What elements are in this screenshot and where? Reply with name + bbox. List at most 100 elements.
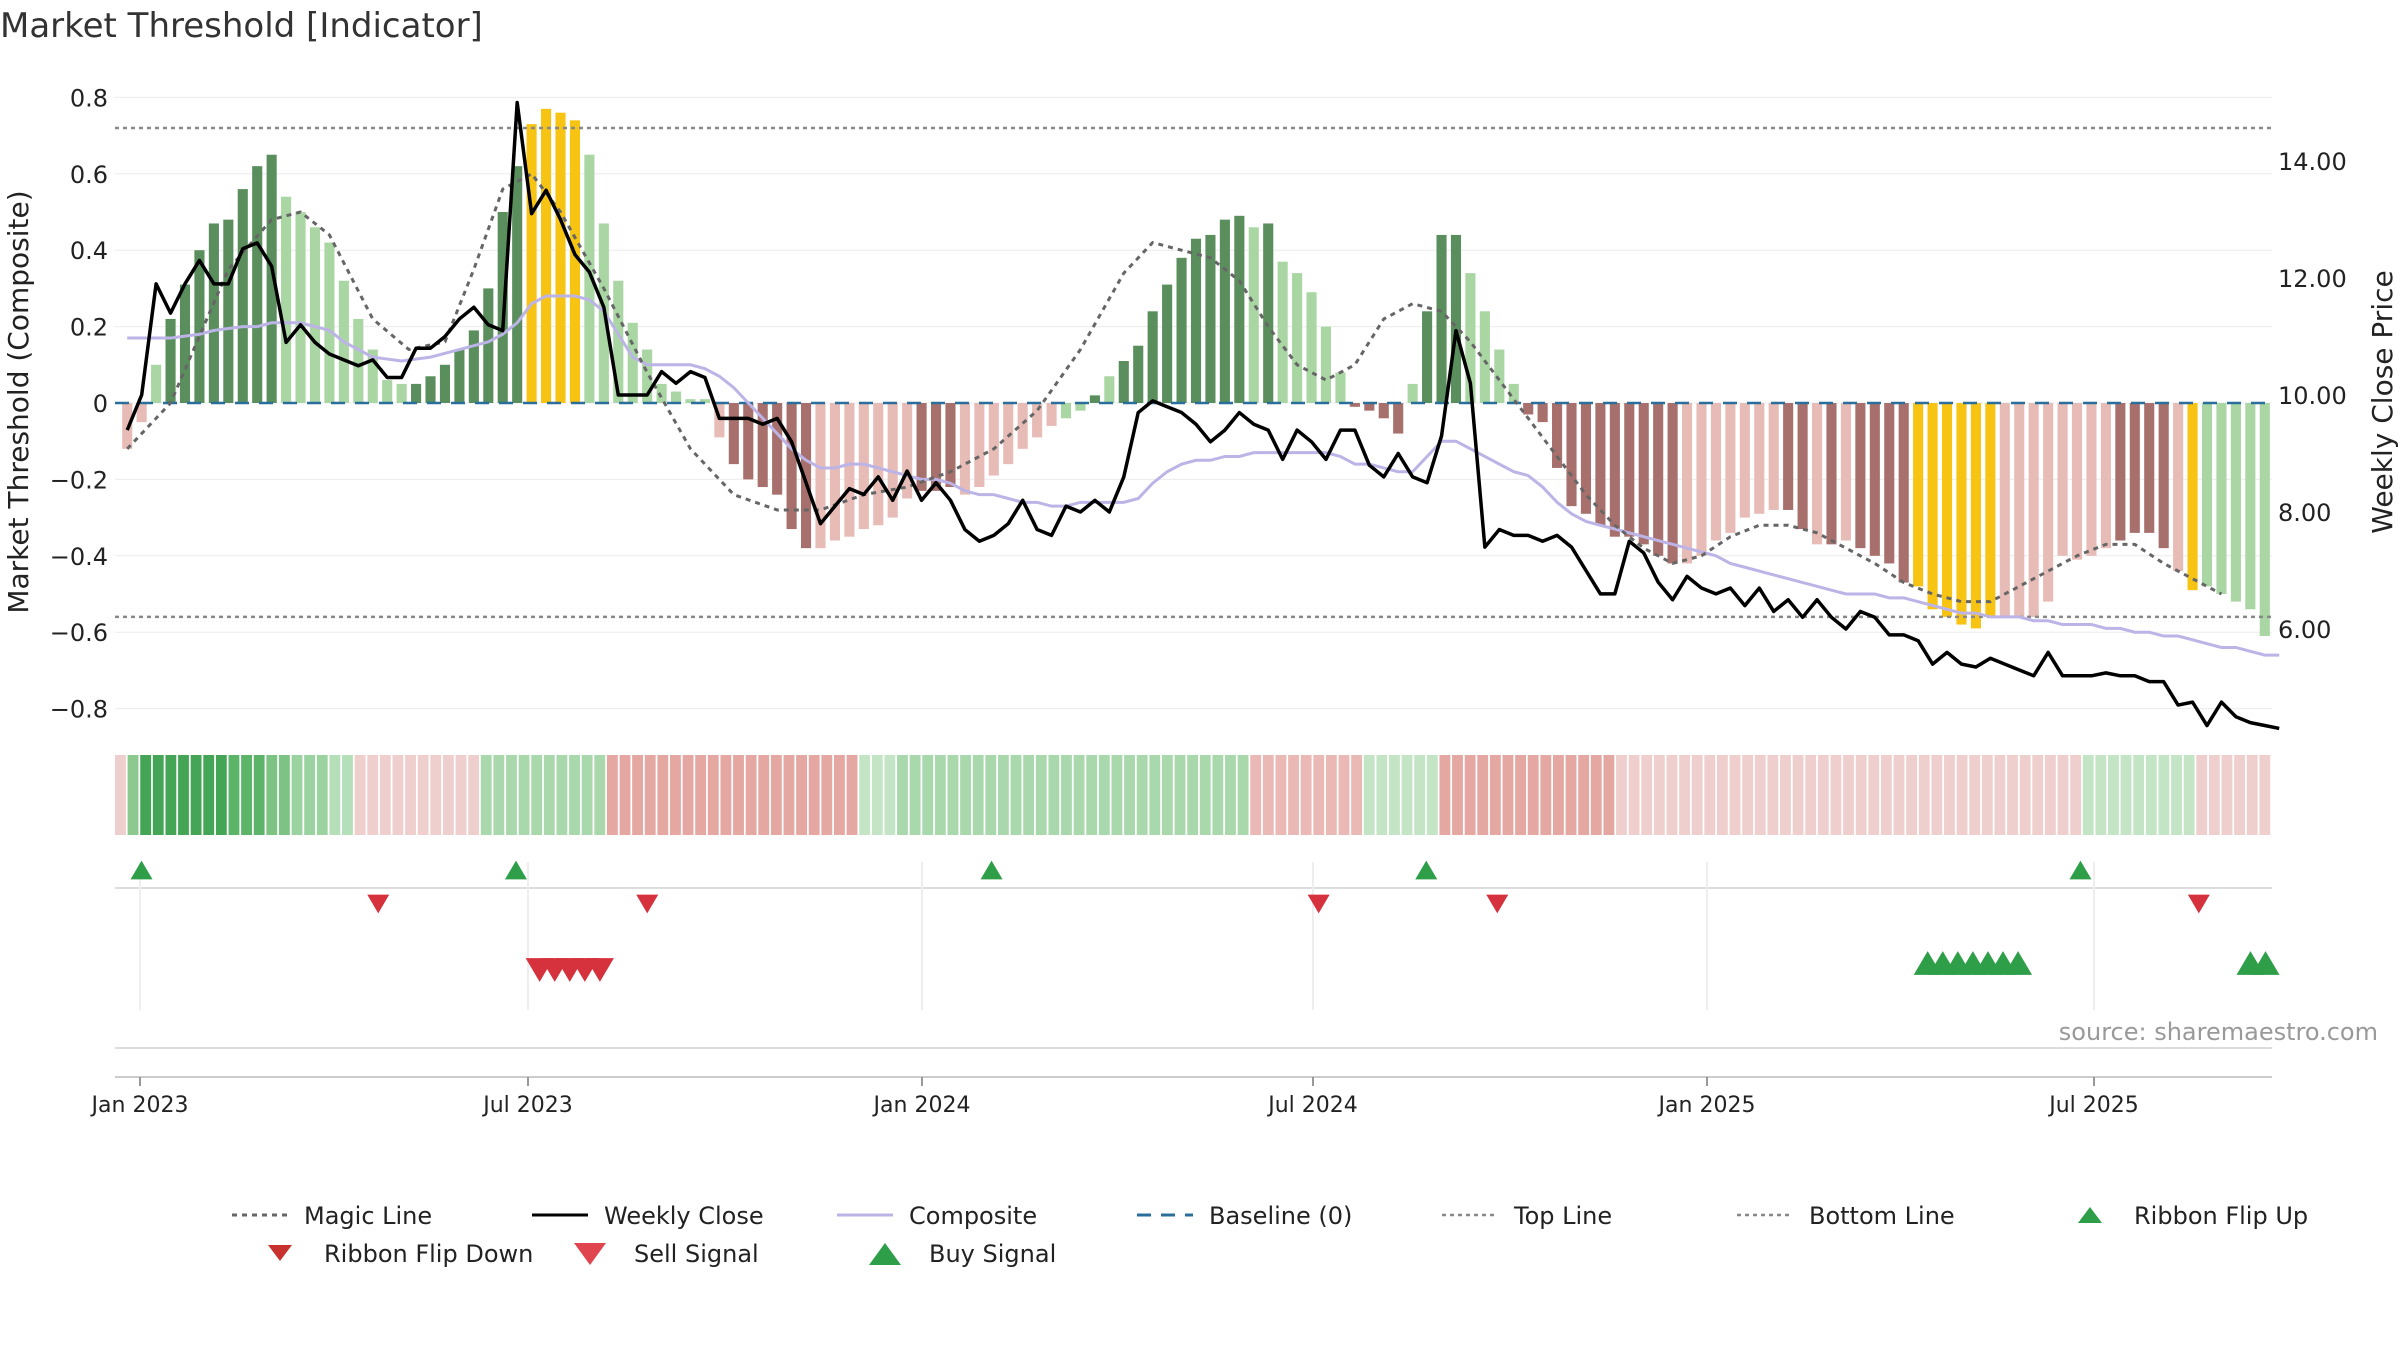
composite-bar bbox=[425, 376, 436, 403]
ribbon-cell bbox=[1098, 755, 1110, 835]
ribbon-cell bbox=[1805, 755, 1817, 835]
ribbon-cell bbox=[758, 755, 770, 835]
ribbon-cell bbox=[972, 755, 984, 835]
triangle-up-marker bbox=[504, 860, 527, 880]
composite-bar bbox=[208, 223, 219, 403]
composite-bar bbox=[569, 120, 581, 403]
ribbon-cell bbox=[606, 755, 618, 835]
composite-bar bbox=[815, 403, 826, 549]
composite-bar bbox=[396, 383, 407, 403]
ribbon-cell bbox=[1414, 755, 1426, 835]
ribbon-cell bbox=[1477, 755, 1489, 835]
x-tick-label: Jan 2024 bbox=[872, 1093, 971, 1118]
composite-bar bbox=[1768, 403, 1779, 510]
composite-bar bbox=[1104, 376, 1115, 403]
ribbon-cell bbox=[493, 755, 505, 835]
y-left-tick-label: 0.2 bbox=[70, 314, 108, 342]
composite-bar bbox=[1754, 403, 1765, 514]
composite-bar bbox=[743, 403, 754, 480]
ribbon-cell bbox=[770, 755, 782, 835]
ribbon-cell bbox=[1035, 755, 1047, 835]
legend-swatch-icon bbox=[232, 1213, 288, 1217]
ribbon-cell bbox=[2057, 755, 2069, 835]
composite-bar bbox=[1494, 349, 1505, 403]
composite-bar bbox=[454, 349, 465, 403]
ribbon-cell bbox=[1262, 755, 1274, 835]
composite-bar bbox=[2158, 403, 2169, 549]
ribbon-cell bbox=[1830, 755, 1842, 835]
ribbon-cell bbox=[1981, 755, 1993, 835]
ribbon-cell bbox=[241, 755, 252, 835]
ribbon-cell bbox=[379, 755, 391, 835]
composite-bar bbox=[1624, 403, 1635, 537]
ribbon-cell bbox=[2234, 755, 2246, 835]
ribbon-cell bbox=[1275, 755, 1287, 835]
ribbon-cell bbox=[190, 755, 202, 835]
composite-bar bbox=[1349, 403, 1360, 407]
composite-bar bbox=[252, 166, 263, 403]
composite-bar bbox=[2115, 403, 2126, 541]
composite-bar bbox=[1407, 383, 1418, 403]
composite-bar bbox=[223, 219, 234, 403]
composite-bar bbox=[873, 403, 884, 526]
composite-bar bbox=[1479, 311, 1490, 403]
composite-bar bbox=[1089, 395, 1100, 403]
x-tick-label: Jul 2025 bbox=[2047, 1093, 2139, 1118]
ribbon-cell bbox=[2158, 755, 2170, 835]
legend-swatch-icon bbox=[532, 1213, 588, 1217]
ribbon-cell bbox=[2044, 755, 2056, 835]
composite-bar bbox=[1783, 403, 1794, 510]
composite-bar bbox=[2028, 403, 2039, 617]
composite-bar bbox=[1537, 403, 1548, 423]
composite-bar bbox=[1985, 403, 1996, 617]
composite-bar bbox=[1003, 403, 1014, 465]
ribbon-cell bbox=[543, 755, 555, 835]
ribbon-cell bbox=[2070, 755, 2082, 835]
composite-bar bbox=[930, 403, 942, 491]
composite-bar bbox=[974, 403, 985, 488]
ribbon-cell bbox=[1313, 755, 1325, 835]
composite-bar bbox=[2187, 403, 2198, 591]
ribbon-cell bbox=[1792, 755, 1804, 835]
legend-swatch-icon bbox=[2078, 1207, 2102, 1223]
composite-bar bbox=[1364, 403, 1375, 411]
composite-bar bbox=[512, 166, 523, 403]
triangle-down-marker bbox=[1486, 894, 1509, 914]
triangle-down-marker bbox=[367, 894, 390, 914]
y-right-axis-label: Weekly Close Price bbox=[2366, 270, 2399, 533]
composite-bar bbox=[844, 403, 855, 537]
y-left-tick-label: 0.4 bbox=[70, 237, 108, 265]
ribbon-cell bbox=[1716, 755, 1728, 835]
ribbon-cell bbox=[2171, 755, 2182, 835]
ribbon-cell bbox=[670, 755, 681, 835]
axes: 0.8 0.6 0.4 0.2 0 −0.2 −0.4 −0.6 −0.8 14.00 12.00 1… bbox=[2, 84, 2399, 723]
composite-bar bbox=[1075, 403, 1086, 411]
triangle-up-marker bbox=[2069, 860, 2092, 880]
ribbon-cell bbox=[1565, 755, 1577, 835]
ribbon-cell bbox=[1489, 755, 1501, 835]
ribbon-cell bbox=[1893, 755, 1905, 835]
ribbon-strip bbox=[115, 755, 2271, 835]
ribbon-cell bbox=[859, 755, 871, 835]
ribbon-cell bbox=[909, 755, 921, 835]
ribbon-cell bbox=[1174, 755, 1186, 835]
composite-bar bbox=[2129, 403, 2140, 533]
composite-bar bbox=[1306, 292, 1317, 403]
ribbon-cell bbox=[1666, 755, 1678, 835]
ribbon-cell bbox=[1906, 755, 1918, 835]
ribbon-cell bbox=[884, 755, 896, 835]
ribbon-cell bbox=[278, 755, 290, 835]
y-right-tick-label: 14.00 bbox=[2278, 148, 2347, 176]
composite-bar bbox=[1277, 261, 1288, 403]
legend-item: Ribbon Flip Up bbox=[2060, 1202, 2308, 1230]
composite-bar bbox=[1523, 403, 1534, 415]
composite-bars bbox=[122, 108, 2270, 637]
ribbon-cell bbox=[165, 755, 177, 835]
composite-bar bbox=[1190, 238, 1202, 403]
legend-item: Weekly Close bbox=[530, 1202, 764, 1230]
ribbon-cell bbox=[619, 755, 631, 835]
composite-bar bbox=[1840, 403, 1851, 541]
composite-bar bbox=[858, 403, 869, 530]
ribbon-cell bbox=[657, 755, 669, 835]
